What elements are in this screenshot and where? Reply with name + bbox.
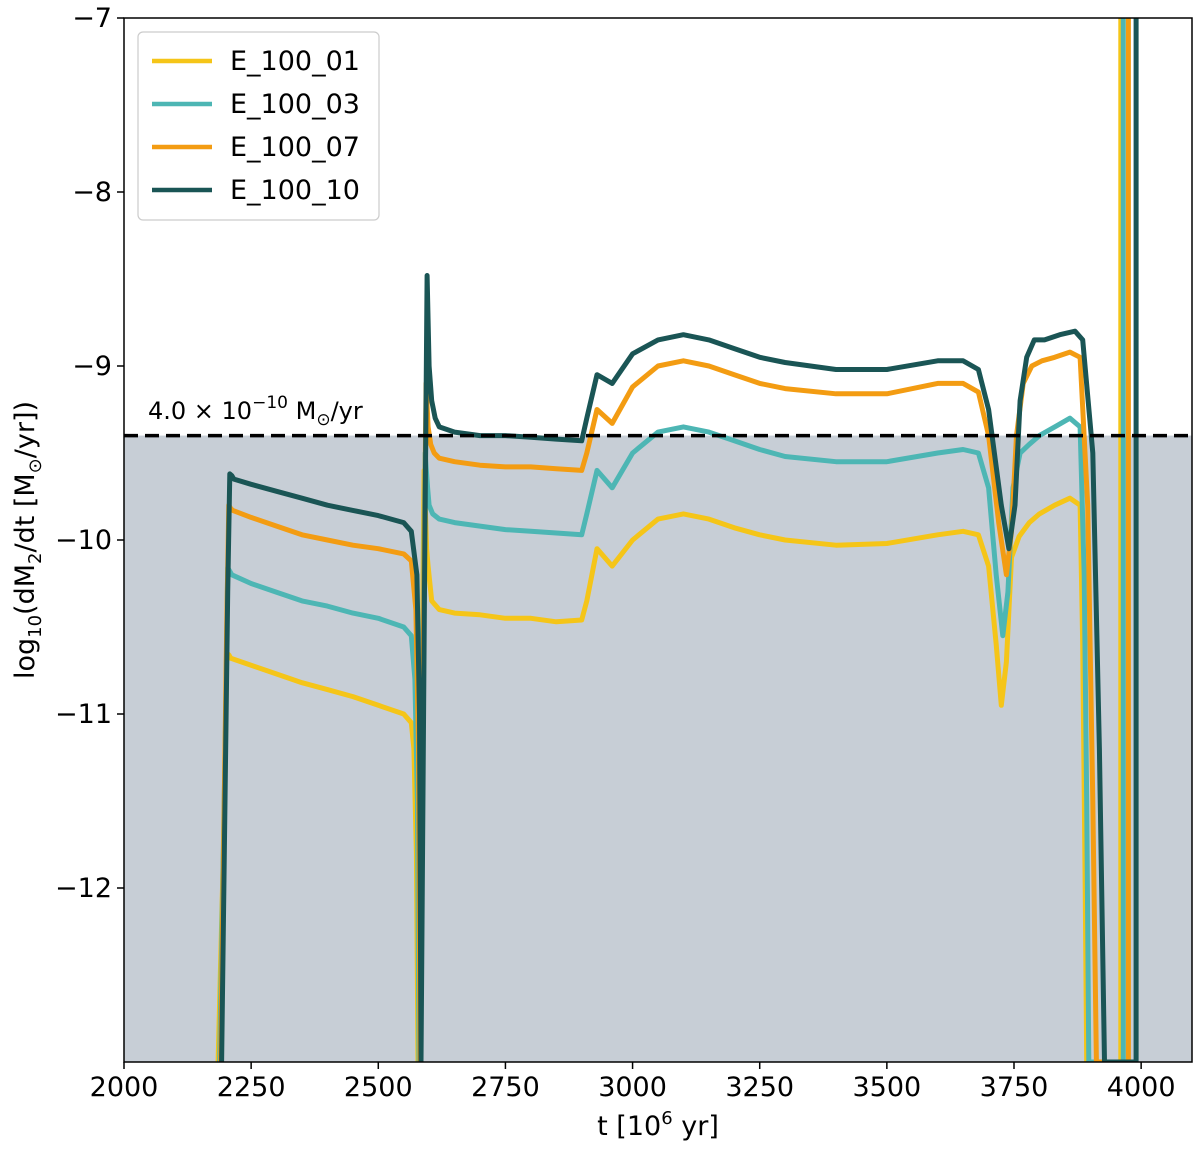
y-tick-label: −12 bbox=[55, 873, 112, 904]
threshold-sun: ⊙ bbox=[316, 410, 330, 430]
x-tick-label: 3500 bbox=[852, 1072, 921, 1103]
y-tick-label: −9 bbox=[72, 351, 112, 382]
y-axis-label: log10(dM2/dt [M⊙/yr]) bbox=[10, 401, 46, 679]
x-tick-label: 2500 bbox=[344, 1072, 413, 1103]
ticks: 2000 2250 2500 2750 3000 3250 3500 3750 4000 −12 −… bbox=[55, 3, 1175, 1103]
y-tick-label: −11 bbox=[55, 699, 112, 730]
x-axis-label-end: yr] bbox=[673, 1111, 719, 1142]
threshold-end: /yr bbox=[331, 397, 363, 425]
y-axis-label-sub1: 10 bbox=[25, 615, 46, 638]
threshold-unit: M bbox=[288, 397, 316, 425]
below-threshold-region bbox=[124, 435, 1192, 1063]
y-tick-label: −7 bbox=[72, 3, 112, 34]
y-axis-label-post: /dt [M bbox=[10, 473, 41, 552]
threshold-annotation: 4.0 × 10−10 M⊙/yr bbox=[148, 393, 363, 430]
x-axis-label-main: t [10 bbox=[597, 1111, 661, 1142]
x-tick-label: 2250 bbox=[217, 1072, 286, 1103]
x-tick-label: 4000 bbox=[1107, 1072, 1176, 1103]
y-axis-label-sun: ⊙ bbox=[25, 458, 46, 473]
x-tick-label: 3250 bbox=[725, 1072, 794, 1103]
series-line-e-100-03 bbox=[217, 18, 1126, 1062]
x-tick-label: 2000 bbox=[90, 1072, 159, 1103]
series-line-e-100-01 bbox=[215, 18, 1124, 1062]
series-lines bbox=[215, 18, 1139, 1062]
y-axis-label-mid: (dM bbox=[10, 564, 41, 615]
x-axis-label-sup: 6 bbox=[661, 1108, 672, 1129]
x-tick-label: 3750 bbox=[980, 1072, 1049, 1103]
legend-box bbox=[137, 31, 380, 221]
shaded-region bbox=[124, 435, 1192, 1063]
y-tick-label: −10 bbox=[55, 525, 112, 556]
series-line-e-100-10 bbox=[219, 18, 1139, 1062]
y-tick-label: −8 bbox=[72, 177, 112, 208]
legend: E_100_01 E_100_03 E_100_07 E_100_10 bbox=[137, 31, 380, 221]
threshold-coef: 4.0 × 10 bbox=[148, 397, 252, 425]
y-axis-label-end: /yr]) bbox=[10, 401, 41, 458]
x-tick-label: 2750 bbox=[471, 1072, 540, 1103]
x-axis-label: t [106 yr] bbox=[597, 1108, 719, 1142]
legend-label-e-100-01: E_100_01 bbox=[230, 46, 360, 77]
legend-label-e-100-07: E_100_07 bbox=[230, 132, 360, 163]
y-axis-label-pre: log bbox=[10, 638, 41, 679]
threshold-exp: −10 bbox=[252, 393, 288, 413]
legend-label-e-100-10: E_100_10 bbox=[230, 175, 360, 206]
legend-label-e-100-03: E_100_03 bbox=[230, 89, 360, 120]
y-axis-label-sub2: 2 bbox=[25, 553, 46, 564]
x-tick-label: 3000 bbox=[598, 1072, 667, 1103]
